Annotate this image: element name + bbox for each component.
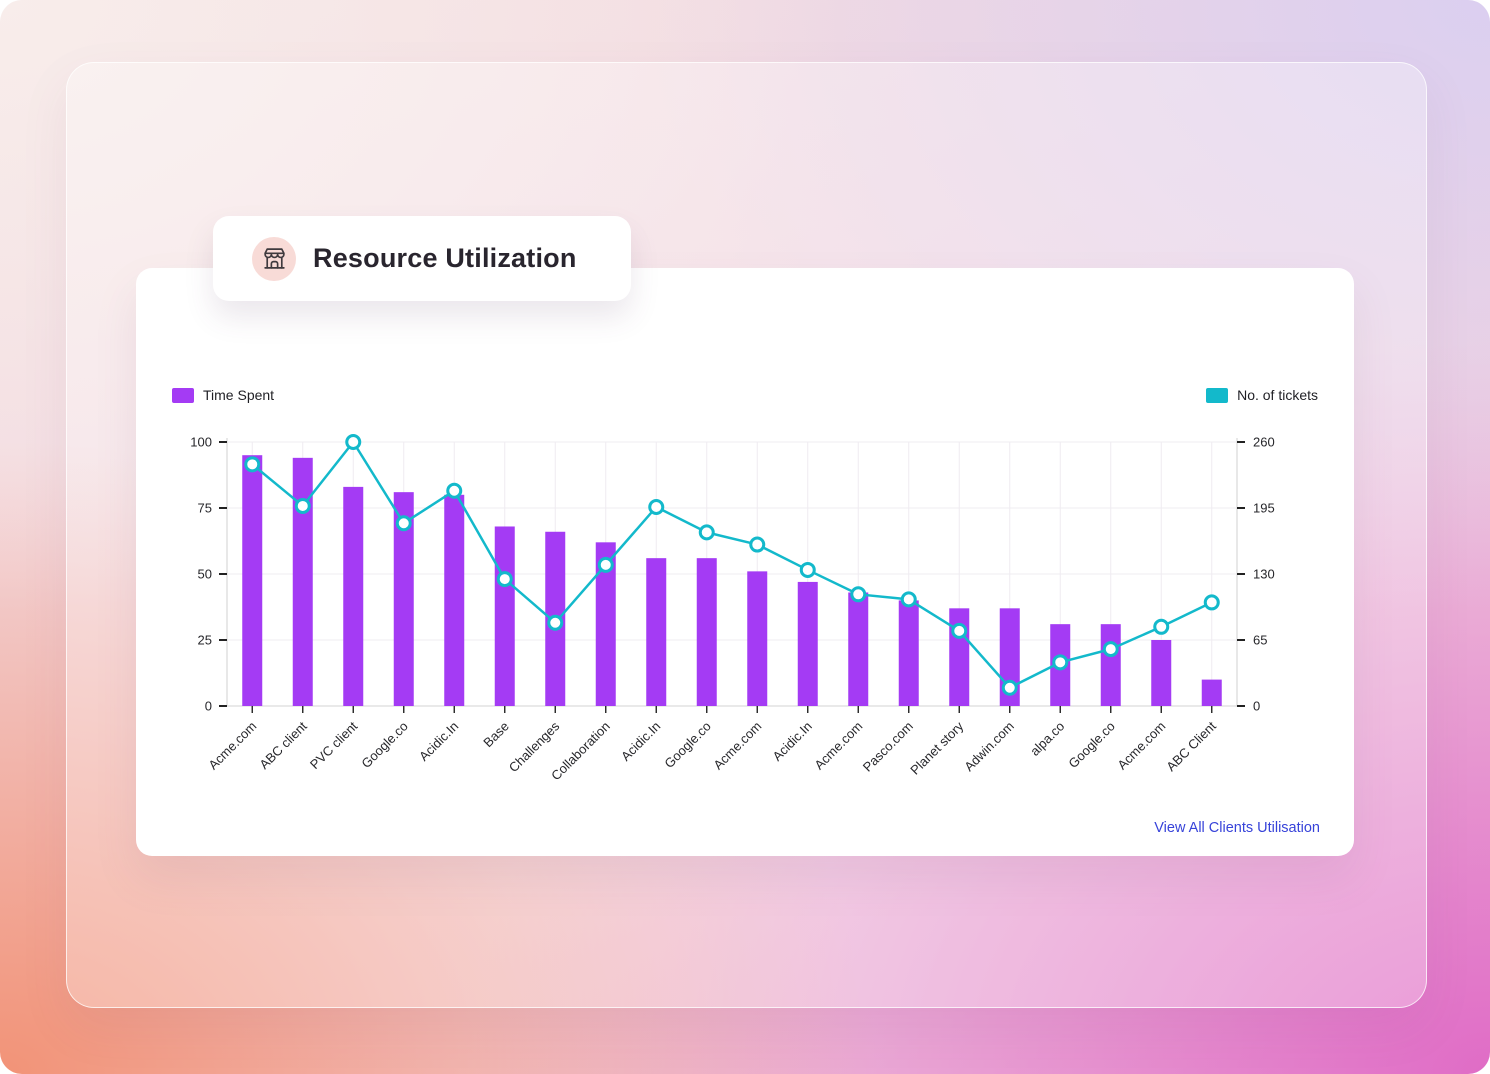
right-axis-tick-label: 130 — [1253, 567, 1275, 582]
right-axis-tick-label: 0 — [1253, 699, 1260, 714]
x-axis-label: Google.co — [661, 719, 714, 772]
legend-time-spent: Time Spent — [172, 387, 274, 403]
time-spent-bar — [393, 492, 414, 706]
page-title: Resource Utilization — [313, 243, 577, 273]
tickets-point — [395, 515, 412, 532]
x-axis-label: ABC Client — [1163, 718, 1219, 774]
time-spent-bar — [292, 457, 313, 706]
x-axis-label: Acidic.In — [618, 719, 663, 764]
tickets-point — [900, 591, 917, 608]
tickets-point — [244, 456, 261, 473]
time-spent-bar — [848, 592, 869, 706]
legend-no-of-tickets: No. of tickets — [1206, 387, 1318, 403]
tickets-point — [597, 556, 614, 573]
time-spent-bar — [494, 526, 515, 706]
tickets-point — [1153, 618, 1170, 635]
x-axis-label: alpa.co — [1027, 719, 1067, 759]
left-axis-tick-label: 100 — [190, 435, 212, 450]
time-spent-bar — [595, 542, 616, 706]
x-axis-label: ABC client — [256, 718, 310, 772]
x-axis-label: Acidic.In — [770, 719, 815, 764]
time-spent-label: Time Spent — [203, 387, 275, 403]
right-axis-tick-label: 65 — [1253, 633, 1267, 648]
tickets-point — [799, 561, 816, 578]
x-axis-label: Acidic.In — [416, 719, 461, 764]
chart-card: Time Spent No. of tickets 0 25 50 75 100 0 65 1… — [136, 268, 1354, 856]
tickets-point — [345, 434, 362, 450]
time-spent-bar — [1201, 679, 1222, 706]
utilization-chart[interactable]: 0 25 50 75 100 0 65 130 195 260 Acme.com ABC client… — [156, 430, 1336, 830]
time-spent-bar — [646, 558, 667, 706]
tickets-point — [1203, 594, 1220, 611]
x-axis-label: Acme.com — [710, 719, 764, 773]
resource-utilization-header: Resource Utilization — [213, 216, 631, 301]
time-spent-bar — [444, 494, 465, 706]
x-axis-label: Base — [480, 719, 512, 751]
left-axis-tick-label: 0 — [205, 699, 212, 714]
storefront-icon — [252, 236, 296, 281]
x-axis-label: Acme.com — [1114, 719, 1168, 773]
time-spent-bar — [898, 600, 919, 706]
time-spent-bar — [1100, 624, 1121, 706]
time-spent-bar — [1151, 640, 1172, 706]
tickets-line — [251, 440, 1213, 689]
tickets-label: No. of tickets — [1237, 387, 1318, 403]
tickets-point — [294, 497, 311, 514]
right-axis-tick-label: 260 — [1253, 435, 1275, 450]
tickets-point — [1102, 641, 1119, 658]
tickets-point — [850, 586, 867, 603]
left-axis-tick-label: 75 — [198, 501, 212, 516]
time-spent-bar — [242, 455, 263, 706]
x-axis-label: Planet story — [907, 718, 966, 777]
tickets-point — [951, 622, 968, 639]
time-spent-bar — [747, 571, 768, 706]
left-axis-tick-label: 50 — [198, 567, 212, 582]
time-spent-bar — [696, 558, 717, 706]
x-axis-label: Adwin.com — [961, 719, 1017, 775]
right-axis-tick-label: 195 — [1253, 501, 1275, 516]
tickets-point — [749, 536, 766, 553]
time-spent-bar — [797, 581, 818, 706]
tickets-point — [1052, 654, 1069, 671]
time-spent-swatch — [172, 387, 194, 403]
tickets-swatch — [1206, 387, 1229, 403]
time-spent-bar — [343, 486, 364, 706]
tickets-point — [496, 571, 513, 588]
tickets-point — [698, 524, 715, 541]
tickets-point — [648, 498, 665, 515]
tickets-point — [446, 482, 463, 499]
x-axis-label: Acme.com — [205, 719, 259, 773]
tickets-point — [1001, 679, 1018, 696]
x-axis-label: Google.co — [358, 719, 411, 772]
x-axis-label: Google.co — [1065, 719, 1118, 772]
left-axis-tick-label: 25 — [198, 633, 212, 648]
x-axis-label: PVC client — [307, 718, 361, 772]
view-all-link[interactable]: View All Clients Utilisation — [1154, 820, 1320, 836]
tickets-point — [547, 614, 564, 631]
x-axis-label: Acme.com — [811, 719, 865, 773]
